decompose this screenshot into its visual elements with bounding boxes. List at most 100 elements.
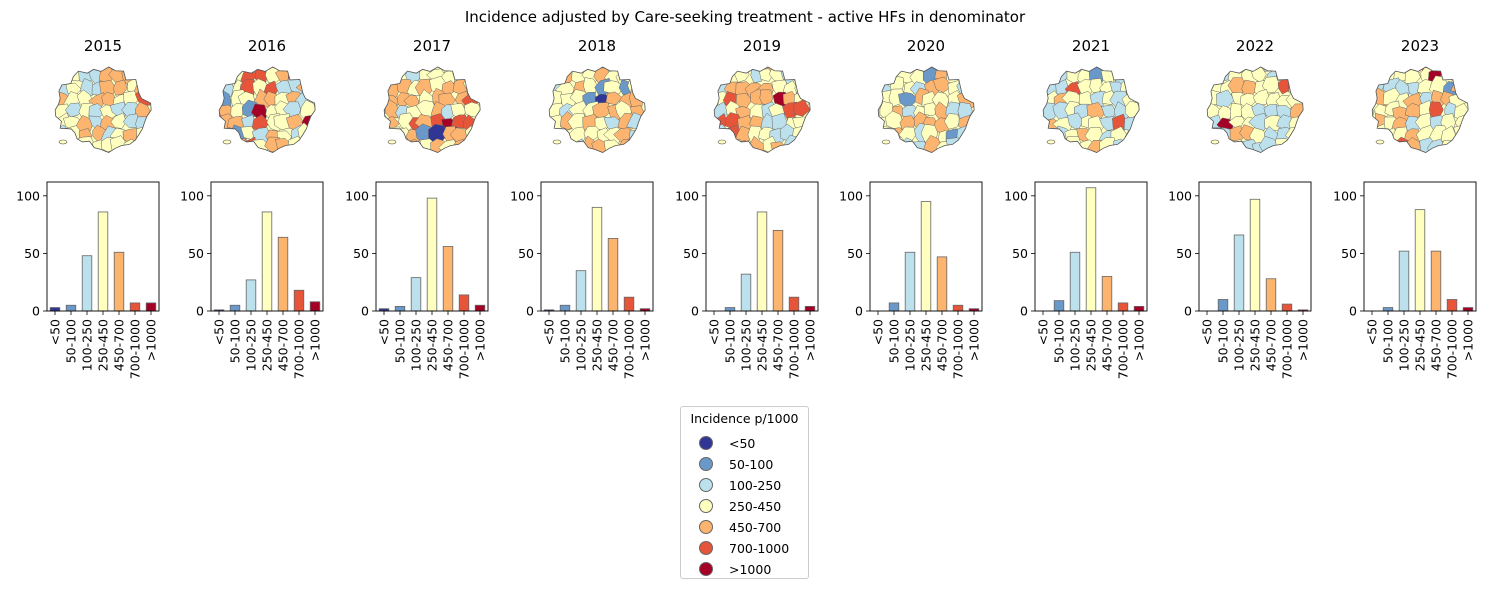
bar-100-250	[410, 277, 422, 312]
x-tick-label: 50-100	[887, 319, 902, 363]
y-tick-label: 100	[1004, 188, 1028, 203]
x-tick-label: >1000	[144, 319, 159, 361]
bar->1000	[1133, 305, 1145, 312]
x-tick-label: <50	[542, 319, 557, 345]
x-tick-label: 100-250	[1232, 319, 1247, 371]
axes-frame	[869, 181, 983, 312]
x-tick-label: 250-450	[260, 319, 275, 371]
x-tick-label: 250-450	[590, 319, 605, 371]
bar-chart-axes: 0 50 100 <50 50-100 100-250 250-450 450-700 700-…	[345, 181, 489, 379]
legend-label: 100-250	[729, 477, 782, 493]
bar-100-250	[1398, 250, 1410, 312]
x-tick-label: 700-1000	[1116, 319, 1131, 379]
x-tick-label: <50	[1036, 319, 1051, 345]
x-tick-label: 700-1000	[292, 319, 307, 379]
y-tick-label: 50	[1176, 246, 1192, 261]
x-tick-label: >1000	[803, 319, 818, 361]
x-tick-label: 450-700	[1100, 319, 1115, 371]
choropleth-map	[1371, 66, 1469, 153]
bar-700-1000	[623, 296, 635, 312]
bar-50-100	[1053, 300, 1065, 312]
x-tick-label: 700-1000	[457, 319, 472, 379]
x-tick-label: >1000	[638, 319, 653, 361]
x-tick-label: 700-1000	[951, 319, 966, 379]
bar-700-1000	[1117, 302, 1129, 312]
bar-50-100	[229, 304, 241, 312]
x-tick-label: <50	[212, 319, 227, 345]
legend-item: 450-700	[699, 517, 781, 537]
x-tick-label: 50-100	[558, 319, 573, 363]
bar->1000	[145, 302, 157, 312]
legend-swatch-icon	[699, 541, 713, 555]
x-tick-label: 450-700	[1264, 319, 1279, 371]
panel-2021: 2021 0 50 100 <50 50-100 100-250 250-450 450-700…	[1004, 37, 1148, 379]
x-tick-label: 450-700	[112, 319, 127, 371]
axes-frame	[1034, 181, 1148, 312]
legend-label: >1000	[729, 561, 772, 577]
y-tick-label: 100	[345, 188, 369, 203]
panel-2020: 2020 0 50 100 <50 50-100 100-250 250-450 450-700…	[839, 37, 983, 379]
bar-250-450	[261, 211, 273, 312]
choropleth-map	[54, 66, 152, 153]
x-tick-label: 50-100	[1052, 319, 1067, 363]
bar-50-100	[65, 304, 77, 312]
panel-2018: 2018 0 50 100 <50 50-100 100-250 250-450 450-700…	[510, 37, 654, 379]
panel-title: 2022	[1236, 37, 1274, 55]
choropleth-map	[1042, 66, 1140, 153]
bar-250-450	[920, 201, 932, 312]
x-tick-label: 50-100	[723, 319, 738, 363]
bar-chart-axes: 0 50 100 <50 50-100 100-250 250-450 450-700 700-…	[16, 181, 160, 379]
bar-100-250	[1233, 234, 1245, 312]
legend-item: 100-250	[699, 475, 781, 495]
bar-450-700	[772, 229, 784, 312]
choropleth-map	[218, 66, 316, 153]
bar-250-450	[1414, 209, 1426, 312]
x-tick-label: >1000	[1296, 319, 1311, 361]
x-tick-label: 450-700	[276, 319, 291, 371]
bar-250-450	[97, 211, 109, 312]
bar-chart-axes: 0 50 100 <50 50-100 100-250 250-450 450-700 700-…	[180, 181, 324, 379]
y-tick-label: 100	[510, 188, 534, 203]
bar-100-250	[81, 255, 93, 312]
axes-frame	[705, 181, 819, 312]
bar-50-100	[724, 307, 736, 312]
legend-swatch-icon	[699, 520, 713, 534]
choropleth-map	[713, 66, 811, 153]
bar-chart-axes: 0 50 100 <50 50-100 100-250 250-450 450-700 700-…	[510, 181, 654, 379]
figure-title: Incidence adjusted by Care-seeking treat…	[465, 8, 1026, 26]
x-tick-label: 100-250	[80, 319, 95, 371]
x-tick-label: <50	[1365, 319, 1380, 345]
x-tick-label: 450-700	[771, 319, 786, 371]
y-tick-label: 0	[32, 304, 40, 319]
x-tick-label: 50-100	[1216, 319, 1231, 363]
bar-50-100	[559, 304, 571, 312]
legend-label: 700-1000	[729, 540, 790, 556]
y-tick-label: 50	[24, 246, 40, 261]
y-tick-label: 50	[847, 246, 863, 261]
bar-700-1000	[1281, 303, 1293, 312]
bar-250-450	[756, 211, 768, 312]
panel-2017: 2017 0 50 100 <50 50-100 100-250 250-450 450-700…	[345, 37, 489, 379]
bar-700-1000	[458, 294, 470, 312]
bar-450-700	[607, 238, 619, 312]
x-tick-label: 100-250	[739, 319, 754, 371]
choropleth-map	[877, 66, 975, 153]
choropleth-map	[383, 66, 481, 153]
legend-item: 50-100	[699, 454, 773, 474]
bar-450-700	[936, 256, 948, 312]
bar-100-250	[245, 279, 257, 312]
y-tick-label: 50	[1341, 246, 1357, 261]
panel-title: 2017	[413, 37, 451, 55]
bar-50-100	[888, 302, 900, 312]
bar-chart-axes: 0 50 100 <50 50-100 100-250 250-450 450-700 700-…	[1333, 181, 1477, 379]
panel-title: 2023	[1401, 37, 1439, 55]
x-tick-label: 100-250	[1068, 319, 1083, 371]
x-tick-label: 250-450	[425, 319, 440, 371]
x-tick-label: 700-1000	[1280, 319, 1295, 379]
x-tick-label: 50-100	[393, 319, 408, 363]
y-tick-label: 100	[675, 188, 699, 203]
bar-chart-axes: 0 50 100 <50 50-100 100-250 250-450 450-700 700-…	[839, 181, 983, 379]
x-tick-label: >1000	[1132, 319, 1147, 361]
legend-title: Incidence p/1000	[690, 411, 799, 426]
y-tick-label: 0	[1020, 304, 1028, 319]
